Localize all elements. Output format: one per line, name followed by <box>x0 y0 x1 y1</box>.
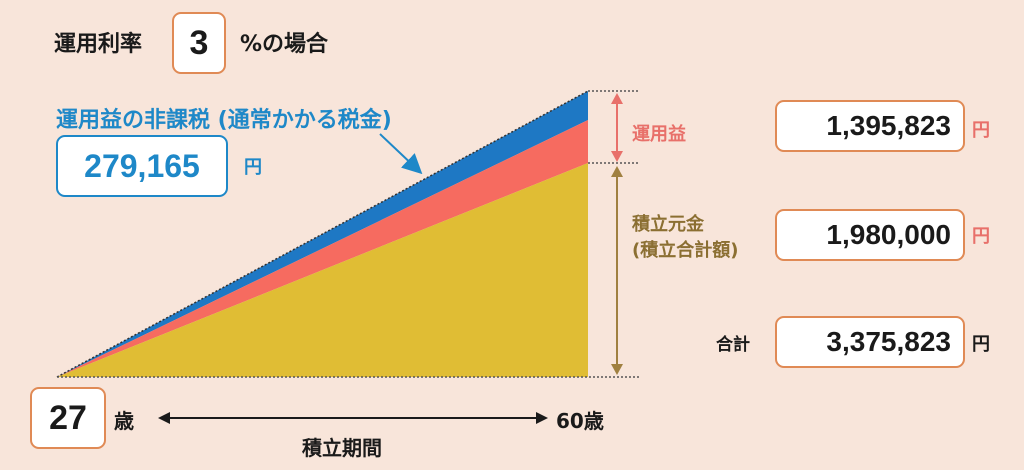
gain-unit: 円 <box>972 120 990 141</box>
gain-value-box: 1,395,823 <box>775 100 965 152</box>
chart-hypotenuse-dots <box>56 90 589 378</box>
gain-label: 運用益 <box>632 124 686 145</box>
gain-area <box>57 120 588 377</box>
rate-suffix: %の場合 <box>240 32 329 57</box>
principal-label-1: 積立元金 <box>632 214 704 235</box>
principal-value-box: 1,980,000 <box>775 209 965 261</box>
principal-unit: 円 <box>972 226 990 247</box>
tax-value-box: 279,165 <box>56 135 228 197</box>
age-unit: 歳 <box>114 409 134 433</box>
principal-area <box>57 163 588 377</box>
tax-callout-arrow <box>379 133 423 175</box>
tax-unit: 円 <box>244 157 262 178</box>
age-end: 60歳 <box>556 409 604 433</box>
rate-label: 運用利率 <box>54 32 143 57</box>
age-input[interactable]: 27 <box>30 387 106 449</box>
tax-title: 運用益の非課税 (通常かかる税金) <box>56 108 392 133</box>
total-value-box: 3,375,823 <box>775 316 965 368</box>
rate-input[interactable]: 3 <box>172 12 226 74</box>
period-label: 積立期間 <box>302 436 382 460</box>
total-unit: 円 <box>972 334 990 355</box>
principal-label-2: (積立合計額) <box>632 240 739 261</box>
total-label: 合計 <box>716 335 750 355</box>
